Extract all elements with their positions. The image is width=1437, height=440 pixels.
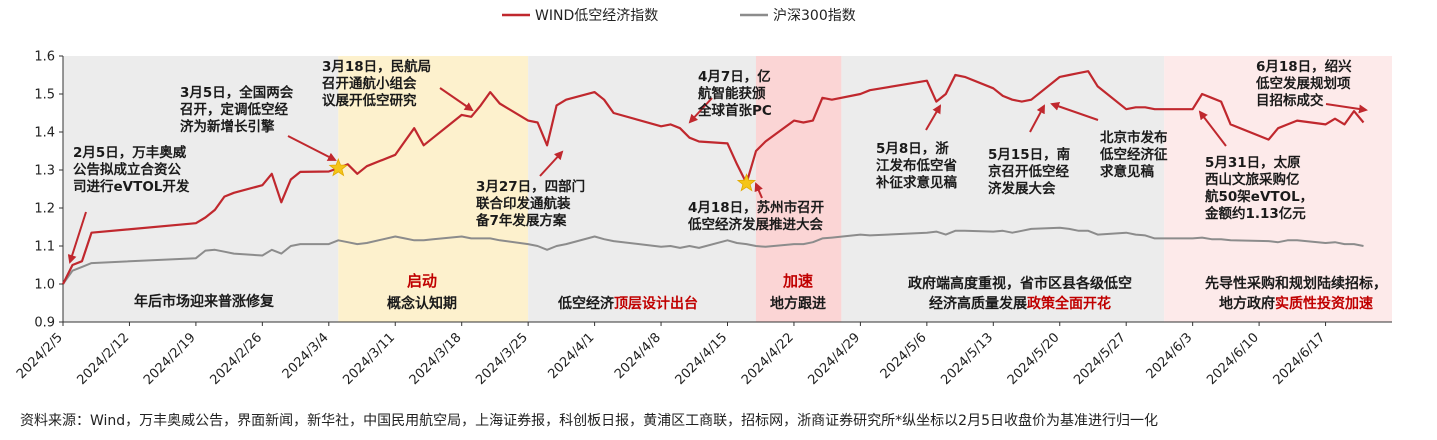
annotation-beijing: 北京市发布 低空经济征 求意见稿 bbox=[1099, 129, 1172, 180]
arrow-apr7 bbox=[688, 97, 713, 124]
annotation-apr7: 4月7日，亿 航智能获颁 全球首张PC bbox=[697, 68, 776, 119]
x-tick-label: 2024/4/8 bbox=[612, 330, 664, 382]
annotation-mar5: 3月5日，全国两会 召开，定调低空经 济为新增长引擎 bbox=[180, 84, 298, 135]
star-marker-2 bbox=[736, 173, 757, 192]
y-tick-label: 1.2 bbox=[34, 202, 55, 217]
phase-title-4: 加速 bbox=[782, 272, 813, 290]
series-line-wind bbox=[62, 70, 1365, 285]
phase-band-6 bbox=[1164, 56, 1392, 322]
y-axis: 0.9 1.0 1.1 1.2 1.3 1.4 1.5 1.6 bbox=[34, 50, 64, 331]
legend-label-wind: WIND低空经济指数 bbox=[535, 8, 658, 24]
phase-labels: 年后市场迎来普涨修复 启动 概念认知期 低空经济顶层设计出台 加速 地方跟进 政… bbox=[134, 272, 1387, 312]
source-note: 资料来源：Wind，万丰奥威公告，界面新闻，新华社，中国民用航空局，上海证券报，… bbox=[20, 413, 1158, 429]
x-tick-label: 2024/5/6 bbox=[878, 330, 930, 382]
y-tick-label: 1.1 bbox=[34, 240, 55, 255]
annotation-feb5: 2月5日，万丰奥威 公告拟成立合资公 司进行eVTOL开发 bbox=[73, 144, 191, 195]
y-tick-label: 0.9 bbox=[34, 316, 55, 331]
arrow-mar5 bbox=[287, 135, 337, 161]
x-tick-label: 2024/5/13 bbox=[938, 330, 996, 388]
x-tick-label: 2024/2/19 bbox=[141, 330, 199, 388]
arrow-mar27 bbox=[539, 150, 564, 177]
x-tick-label: 2024/3/11 bbox=[340, 330, 398, 388]
x-tick-label: 2024/2/12 bbox=[75, 330, 133, 388]
phase-label-3: 低空经济顶层设计出台 bbox=[557, 295, 698, 312]
x-tick-label: 2024/3/4 bbox=[280, 330, 332, 382]
phase-label-3-red: 顶层设计出台 bbox=[614, 295, 698, 312]
phase-title-2: 启动 bbox=[407, 272, 437, 290]
annotation-arrows bbox=[67, 87, 1368, 264]
y-tick-label: 1.0 bbox=[34, 278, 55, 293]
phase-label-1: 年后市场迎来普涨修复 bbox=[134, 293, 275, 310]
arrow-beijing bbox=[1050, 102, 1099, 121]
phase-label-6-prefix: 地方政府 bbox=[1219, 295, 1275, 312]
phase-label-6-line2: 地方政府实质性投资加速 bbox=[1219, 295, 1373, 312]
annotations: 2月5日，万丰奥威 公告拟成立合资公 司进行eVTOL开发 3月5日，全国两会 … bbox=[73, 58, 1356, 233]
arrow-feb5 bbox=[67, 211, 87, 264]
annotation-may15: 5月15日，南 京召开低空经 济发展大会 bbox=[988, 146, 1075, 197]
phase-label-6-line1: 先导性采购和规划陆续招标， bbox=[1205, 275, 1387, 292]
x-tick-label: 2024/4/1 bbox=[546, 330, 598, 382]
annotation-mar18: 3月18日，民航局 召开通航小组会 议展开低空研究 bbox=[322, 58, 436, 109]
y-tick-label: 1.4 bbox=[34, 126, 55, 141]
phase-bands bbox=[63, 56, 1392, 322]
x-axis: 2024/2/5 2024/2/12 2024/2/19 2024/2/26 2024/… bbox=[14, 321, 1392, 388]
legend-label-hs300: 沪深300指数 bbox=[773, 8, 856, 24]
phase-label-4: 地方跟进 bbox=[770, 295, 826, 312]
phase-label-3-prefix: 低空经济 bbox=[557, 295, 615, 312]
phase-label-6-red: 实质性投资加速 bbox=[1275, 295, 1373, 312]
phase-label-5-prefix: 经济高质量发展 bbox=[929, 295, 1027, 312]
phase-band-4 bbox=[755, 56, 842, 322]
phase-band-1 bbox=[63, 56, 339, 322]
annotation-mar27: 3月27日，四部门 联合印发通航装 备7年发展方案 bbox=[475, 178, 590, 229]
series bbox=[62, 70, 1365, 285]
arrow-may31 bbox=[1198, 110, 1227, 147]
x-tick-label: 2024/4/29 bbox=[805, 330, 863, 388]
arrow-may8 bbox=[925, 104, 942, 131]
annotation-apr18: 4月18日，苏州市召开 低空经济发展推进大会 bbox=[687, 199, 829, 233]
arrow-may15 bbox=[1029, 104, 1045, 133]
legend: WIND低空经济指数 沪深300指数 bbox=[502, 8, 856, 24]
x-tick-label: 2024/3/25 bbox=[473, 330, 531, 388]
x-tick-label: 2024/5/20 bbox=[1005, 330, 1063, 388]
phase-band-5 bbox=[841, 56, 1165, 322]
arrow-apr18 bbox=[754, 182, 763, 199]
arrow-jun18 bbox=[1325, 103, 1368, 114]
y-tick-label: 1.6 bbox=[34, 50, 55, 65]
star-marker-1 bbox=[328, 157, 348, 177]
phase-label-5-line1: 政府端高度重视，省市区县各级低空 bbox=[908, 275, 1132, 292]
y-tick-label: 1.5 bbox=[34, 88, 55, 103]
arrow-mar18 bbox=[439, 87, 474, 112]
markers bbox=[328, 157, 757, 192]
y-tick-label: 1.3 bbox=[34, 164, 55, 179]
x-tick-label: 2024/4/15 bbox=[673, 330, 731, 388]
phase-label-2: 概念认知期 bbox=[387, 295, 457, 312]
phase-label-5-red: 政策全面开花 bbox=[1027, 295, 1111, 312]
annotation-may31: 5月31日，太原 西山文旅采购亿 航50架eVTOL， 金额约1.13亿元 bbox=[1204, 154, 1318, 222]
x-tick-label: 2024/2/26 bbox=[207, 330, 265, 388]
annotation-jun18: 6月18日，绍兴 低空发展规划项 目招标成交 bbox=[1255, 58, 1356, 109]
x-tick-label: 2024/6/10 bbox=[1204, 330, 1262, 388]
phase-label-5-line2: 经济高质量发展政策全面开花 bbox=[929, 295, 1111, 312]
x-tick-label: 2024/6/17 bbox=[1271, 330, 1329, 388]
x-tick-label: 2024/4/22 bbox=[739, 330, 797, 388]
x-tick-label: 2024/6/3 bbox=[1144, 330, 1196, 382]
series-line-hs300 bbox=[62, 226, 1364, 285]
x-tick-label: 2024/5/27 bbox=[1071, 330, 1129, 388]
x-tick-label: 2024/3/18 bbox=[407, 330, 465, 388]
annotation-may8: 5月8日，浙 江发布低空省 补征求意见稿 bbox=[875, 140, 962, 191]
x-tick-label: 2024/2/5 bbox=[14, 330, 66, 382]
